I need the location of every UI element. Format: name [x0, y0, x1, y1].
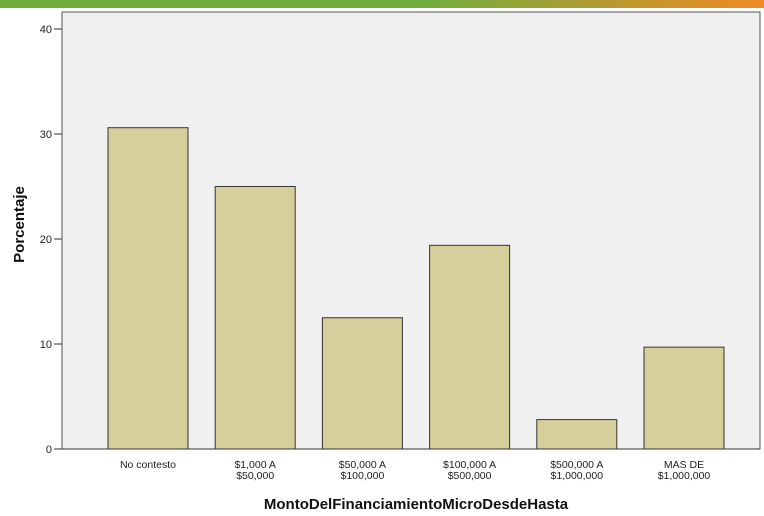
- x-tick-label-1-1: No contesto: [120, 459, 176, 471]
- bar-5: [536, 419, 618, 450]
- x-tick-label-5-2: $1,000,000: [551, 470, 604, 482]
- x-tick-label-6-1: MAS DE: [664, 459, 704, 471]
- bar-2: [214, 186, 296, 450]
- x-tick-label-3-1: $50,000 A: [339, 459, 386, 471]
- bar-3: [321, 317, 403, 450]
- x-tick-label-4-2: $500,000: [448, 470, 492, 482]
- x-tick-label-5-1: $500,000 A: [550, 459, 603, 471]
- bar-6: [643, 346, 725, 450]
- x-axis-title: MontoDelFinanciamientoMicroDesdeHasta: [264, 496, 569, 513]
- y-tick-label-40: 40: [40, 24, 52, 36]
- x-tick-label-6-2: $1,000,000: [658, 470, 711, 482]
- x-tick-label-2-2: $50,000: [236, 470, 274, 482]
- y-tick-label-30: 30: [40, 129, 52, 141]
- header-color-band: [0, 0, 764, 8]
- bar-1: [107, 127, 189, 450]
- y-tick-label-0: 0: [46, 444, 52, 456]
- y-axis-title: Porcentaje: [11, 186, 28, 263]
- y-tick-label-10: 10: [40, 339, 52, 351]
- y-tick-label-20: 20: [40, 234, 52, 246]
- x-tick-label-3-2: $100,000: [341, 470, 385, 482]
- x-tick-label-2-1: $1,000 A: [234, 459, 275, 471]
- x-tick-label-4-1: $100,000 A: [443, 459, 496, 471]
- bar-4: [429, 244, 511, 450]
